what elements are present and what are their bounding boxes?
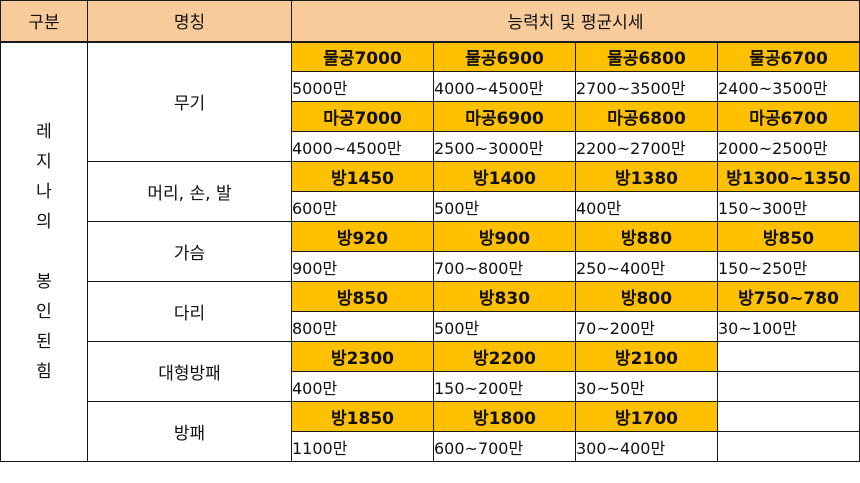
stat-row: 다리 방850 방830 방800 방750~780 [1,281,860,342]
stat-cell: 방1700 [575,401,718,432]
category-name: 머리, 손, 발 [87,161,292,222]
stat-row: 가슴 방920 방900 방880 방850 [1,221,860,282]
price-cell: 150~300만 [717,191,860,222]
stat-row: 머리, 손, 발 방1450 방1400 방1380 방1300~1350 [1,161,860,222]
header-name: 명칭 [87,0,292,43]
empty-cell [717,341,860,372]
table-body: 레 지 나 의 봉 인 된 힘 무기 물공7000 물공6900 물공6800 물공6700 5000만 4… [0,41,860,462]
stat-cell: 물공6800 [575,41,718,72]
stat-cell: 방1400 [433,161,576,192]
category-name: 가슴 [87,221,292,282]
price-cell: 30~100만 [717,311,860,342]
category-name: 대형방패 [87,341,292,402]
stat-cell: 방830 [433,281,576,312]
price-cell: 2700~3500만 [575,71,718,102]
price-cell: 1100만 [291,431,434,462]
stat-cell: 물공6700 [717,41,860,72]
price-table: 구분 명칭 능력치 및 평균시세 레 지 나 의 봉 인 된 힘 무기 물공7000 물공6900 물… [0,0,860,462]
price-cell: 4000~4500만 [291,131,434,162]
stat-row: 방패 방1850 방1800 방1700 [1,401,860,462]
price-cell: 600만 [291,191,434,222]
price-cell: 150~200만 [433,371,576,402]
header-stats: 능력치 및 평균시세 [291,0,860,43]
header-group: 구분 [0,0,88,43]
price-cell: 500만 [433,191,576,222]
price-cell: 400만 [291,371,434,402]
price-row: 5000만 4000~4500만 2700~3500만 2400~3500만 [1,71,860,102]
price-cell: 250~400만 [575,251,718,282]
price-cell: 2400~3500만 [717,71,860,102]
price-cell: 2200~2700만 [575,131,718,162]
empty-cell [717,431,860,462]
group-label-char: 의 [36,211,52,232]
price-cell: 500만 [433,311,576,342]
stat-cell: 마공7000 [291,101,434,132]
price-cell: 900만 [291,251,434,282]
price-cell: 2000~2500만 [717,131,860,162]
stat-cell: 방1300~1350 [717,161,860,192]
stat-cell: 방850 [291,281,434,312]
stat-cell: 방2200 [433,341,576,372]
stat-cell: 방2300 [291,341,434,372]
stat-cell: 방920 [291,221,434,252]
stat-cell: 방880 [575,221,718,252]
stat-cell: 마공6900 [433,101,576,132]
stat-cell: 방850 [717,221,860,252]
price-cell: 400만 [575,191,718,222]
group-label-char: 인 [36,301,52,322]
group-label-char: 봉 [36,271,52,292]
stat-row: 레 지 나 의 봉 인 된 힘 무기 물공7000 물공6900 물공6800 물공6700 [0,41,860,462]
price-cell: 700~800만 [433,251,576,282]
price-row: 4000~4500만 2500~3000만 2200~2700만 2000~2500만 [1,131,860,162]
price-row: 600만 500만 400만 150~300만 [1,191,860,222]
stat-cell: 방1850 [291,401,434,432]
group-label-gap [2,237,87,267]
category-name: 다리 [87,281,292,342]
price-row: 400만 150~200만 30~50만 [1,371,860,402]
price-cell: 800만 [291,311,434,342]
stat-cell: 방800 [575,281,718,312]
price-cell: 150~250만 [717,251,860,282]
stat-row: 마공7000 마공6900 마공6800 마공6700 [1,101,860,132]
price-cell: 30~50만 [575,371,718,402]
stat-row: 대형방패 방2300 방2200 방2100 [1,341,860,402]
stat-cell: 물공7000 [291,41,434,72]
stat-cell: 방1800 [433,401,576,432]
price-cell: 300~400만 [575,431,718,462]
group-label-char: 힘 [36,361,52,382]
stat-cell: 방1380 [575,161,718,192]
price-cell: 4000~4500만 [433,71,576,102]
group-label-char: 된 [36,331,52,352]
category-name: 무기 [87,41,292,162]
price-row: 800만 500만 70~200만 30~100만 [1,311,860,342]
price-cell: 5000만 [291,71,434,102]
stat-cell: 방900 [433,221,576,252]
stat-cell: 마공6800 [575,101,718,132]
header-row: 구분 명칭 능력치 및 평균시세 [0,0,860,43]
empty-cell [717,401,860,432]
price-cell: 70~200만 [575,311,718,342]
stat-cell: 방2100 [575,341,718,372]
empty-cell [717,371,860,402]
group-label-char: 지 [36,151,52,172]
group-label-char: 나 [36,181,52,202]
stat-cell: 방750~780 [717,281,860,312]
group-label-char: 레 [36,121,52,142]
stat-cell: 방1450 [291,161,434,192]
price-row: 1100만 600~700만 300~400만 [1,431,860,462]
category-name: 방패 [87,401,292,462]
price-cell: 2500~3000만 [433,131,576,162]
price-cell: 600~700만 [433,431,576,462]
stat-cell: 마공6700 [717,101,860,132]
stat-cell: 물공6900 [433,41,576,72]
